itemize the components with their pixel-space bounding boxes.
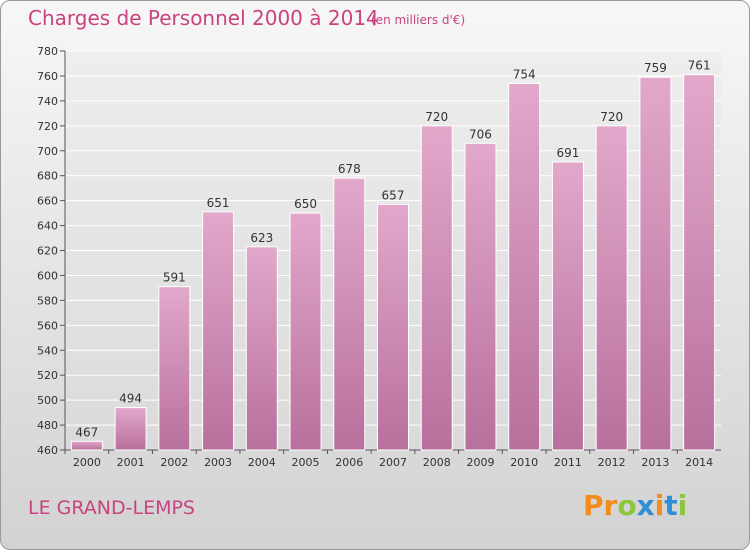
y-tick-label: 720 [37, 120, 58, 133]
bar [683, 74, 716, 451]
data-label: 678 [338, 162, 361, 176]
y-tick-label: 560 [37, 319, 58, 332]
data-label: 720 [425, 110, 448, 124]
data-label: 759 [644, 61, 667, 75]
bar [289, 212, 322, 451]
x-tick-label: 2009 [466, 456, 494, 469]
logo-letter: r [603, 489, 618, 522]
y-tick-label: 740 [37, 95, 58, 108]
logo-letter: i [654, 489, 665, 522]
commune-name: LE GRAND-LEMPS [28, 497, 195, 519]
data-label: 591 [163, 271, 186, 285]
bar [551, 161, 584, 451]
logo-letter: P [583, 489, 604, 522]
bar [158, 286, 191, 451]
x-tick-label: 2007 [379, 456, 407, 469]
data-label: 754 [513, 67, 536, 81]
logo-letter: t [664, 489, 678, 522]
y-tick-label: 500 [37, 394, 58, 407]
bar [420, 125, 453, 451]
x-tick-label: 2000 [73, 456, 101, 469]
data-label: 761 [688, 59, 711, 73]
data-label: 467 [75, 425, 98, 439]
x-tick-label: 2005 [292, 456, 320, 469]
data-label: 706 [469, 127, 492, 141]
data-label: 720 [600, 110, 623, 124]
data-label: 494 [119, 392, 142, 406]
data-label: 650 [294, 197, 317, 211]
data-label: 691 [556, 146, 579, 160]
logo-letter: x [636, 489, 655, 522]
logo-letter: i [677, 489, 688, 522]
y-tick-label: 660 [37, 195, 58, 208]
x-tick-label: 2012 [598, 456, 626, 469]
y-tick-label: 680 [37, 170, 58, 183]
bar [202, 211, 235, 451]
y-tick-label: 540 [37, 344, 58, 357]
bar [508, 82, 541, 451]
y-tick-label: 620 [37, 245, 58, 258]
bar [464, 142, 497, 451]
x-tick-label: 2014 [685, 456, 713, 469]
y-tick-label: 780 [37, 45, 58, 58]
bar [639, 76, 672, 451]
logo-letter: o [617, 489, 637, 522]
x-tick-label: 2010 [510, 456, 538, 469]
bar [114, 407, 147, 451]
chart-subtitle: (en milliers d'€) [371, 13, 466, 27]
x-tick-label: 2011 [554, 456, 582, 469]
data-label: 651 [207, 196, 230, 210]
y-tick-label: 640 [37, 220, 58, 233]
y-tick-label: 580 [37, 294, 58, 307]
x-tick-label: 2006 [335, 456, 363, 469]
x-tick-label: 2013 [641, 456, 669, 469]
bar [333, 177, 366, 451]
bar [377, 203, 409, 451]
bar [245, 246, 278, 451]
data-label: 657 [382, 188, 405, 202]
y-tick-label: 460 [37, 444, 58, 457]
x-tick-label: 2004 [248, 456, 276, 469]
y-tick-label: 520 [37, 369, 58, 382]
chart-title: Charges de Personnel 2000 à 2014 [28, 6, 379, 30]
y-tick-label: 600 [37, 269, 58, 282]
x-tick-label: 2008 [423, 456, 451, 469]
y-tick-label: 700 [37, 145, 58, 158]
proxiti-logo: Proxiti [583, 489, 687, 522]
y-tick-label: 760 [37, 70, 58, 83]
bar [70, 440, 103, 451]
data-label: 623 [250, 231, 273, 245]
y-tick-label: 480 [37, 419, 58, 432]
bar [595, 125, 628, 451]
x-tick-label: 2001 [117, 456, 145, 469]
x-tick-label: 2003 [204, 456, 232, 469]
x-tick-label: 2002 [160, 456, 188, 469]
